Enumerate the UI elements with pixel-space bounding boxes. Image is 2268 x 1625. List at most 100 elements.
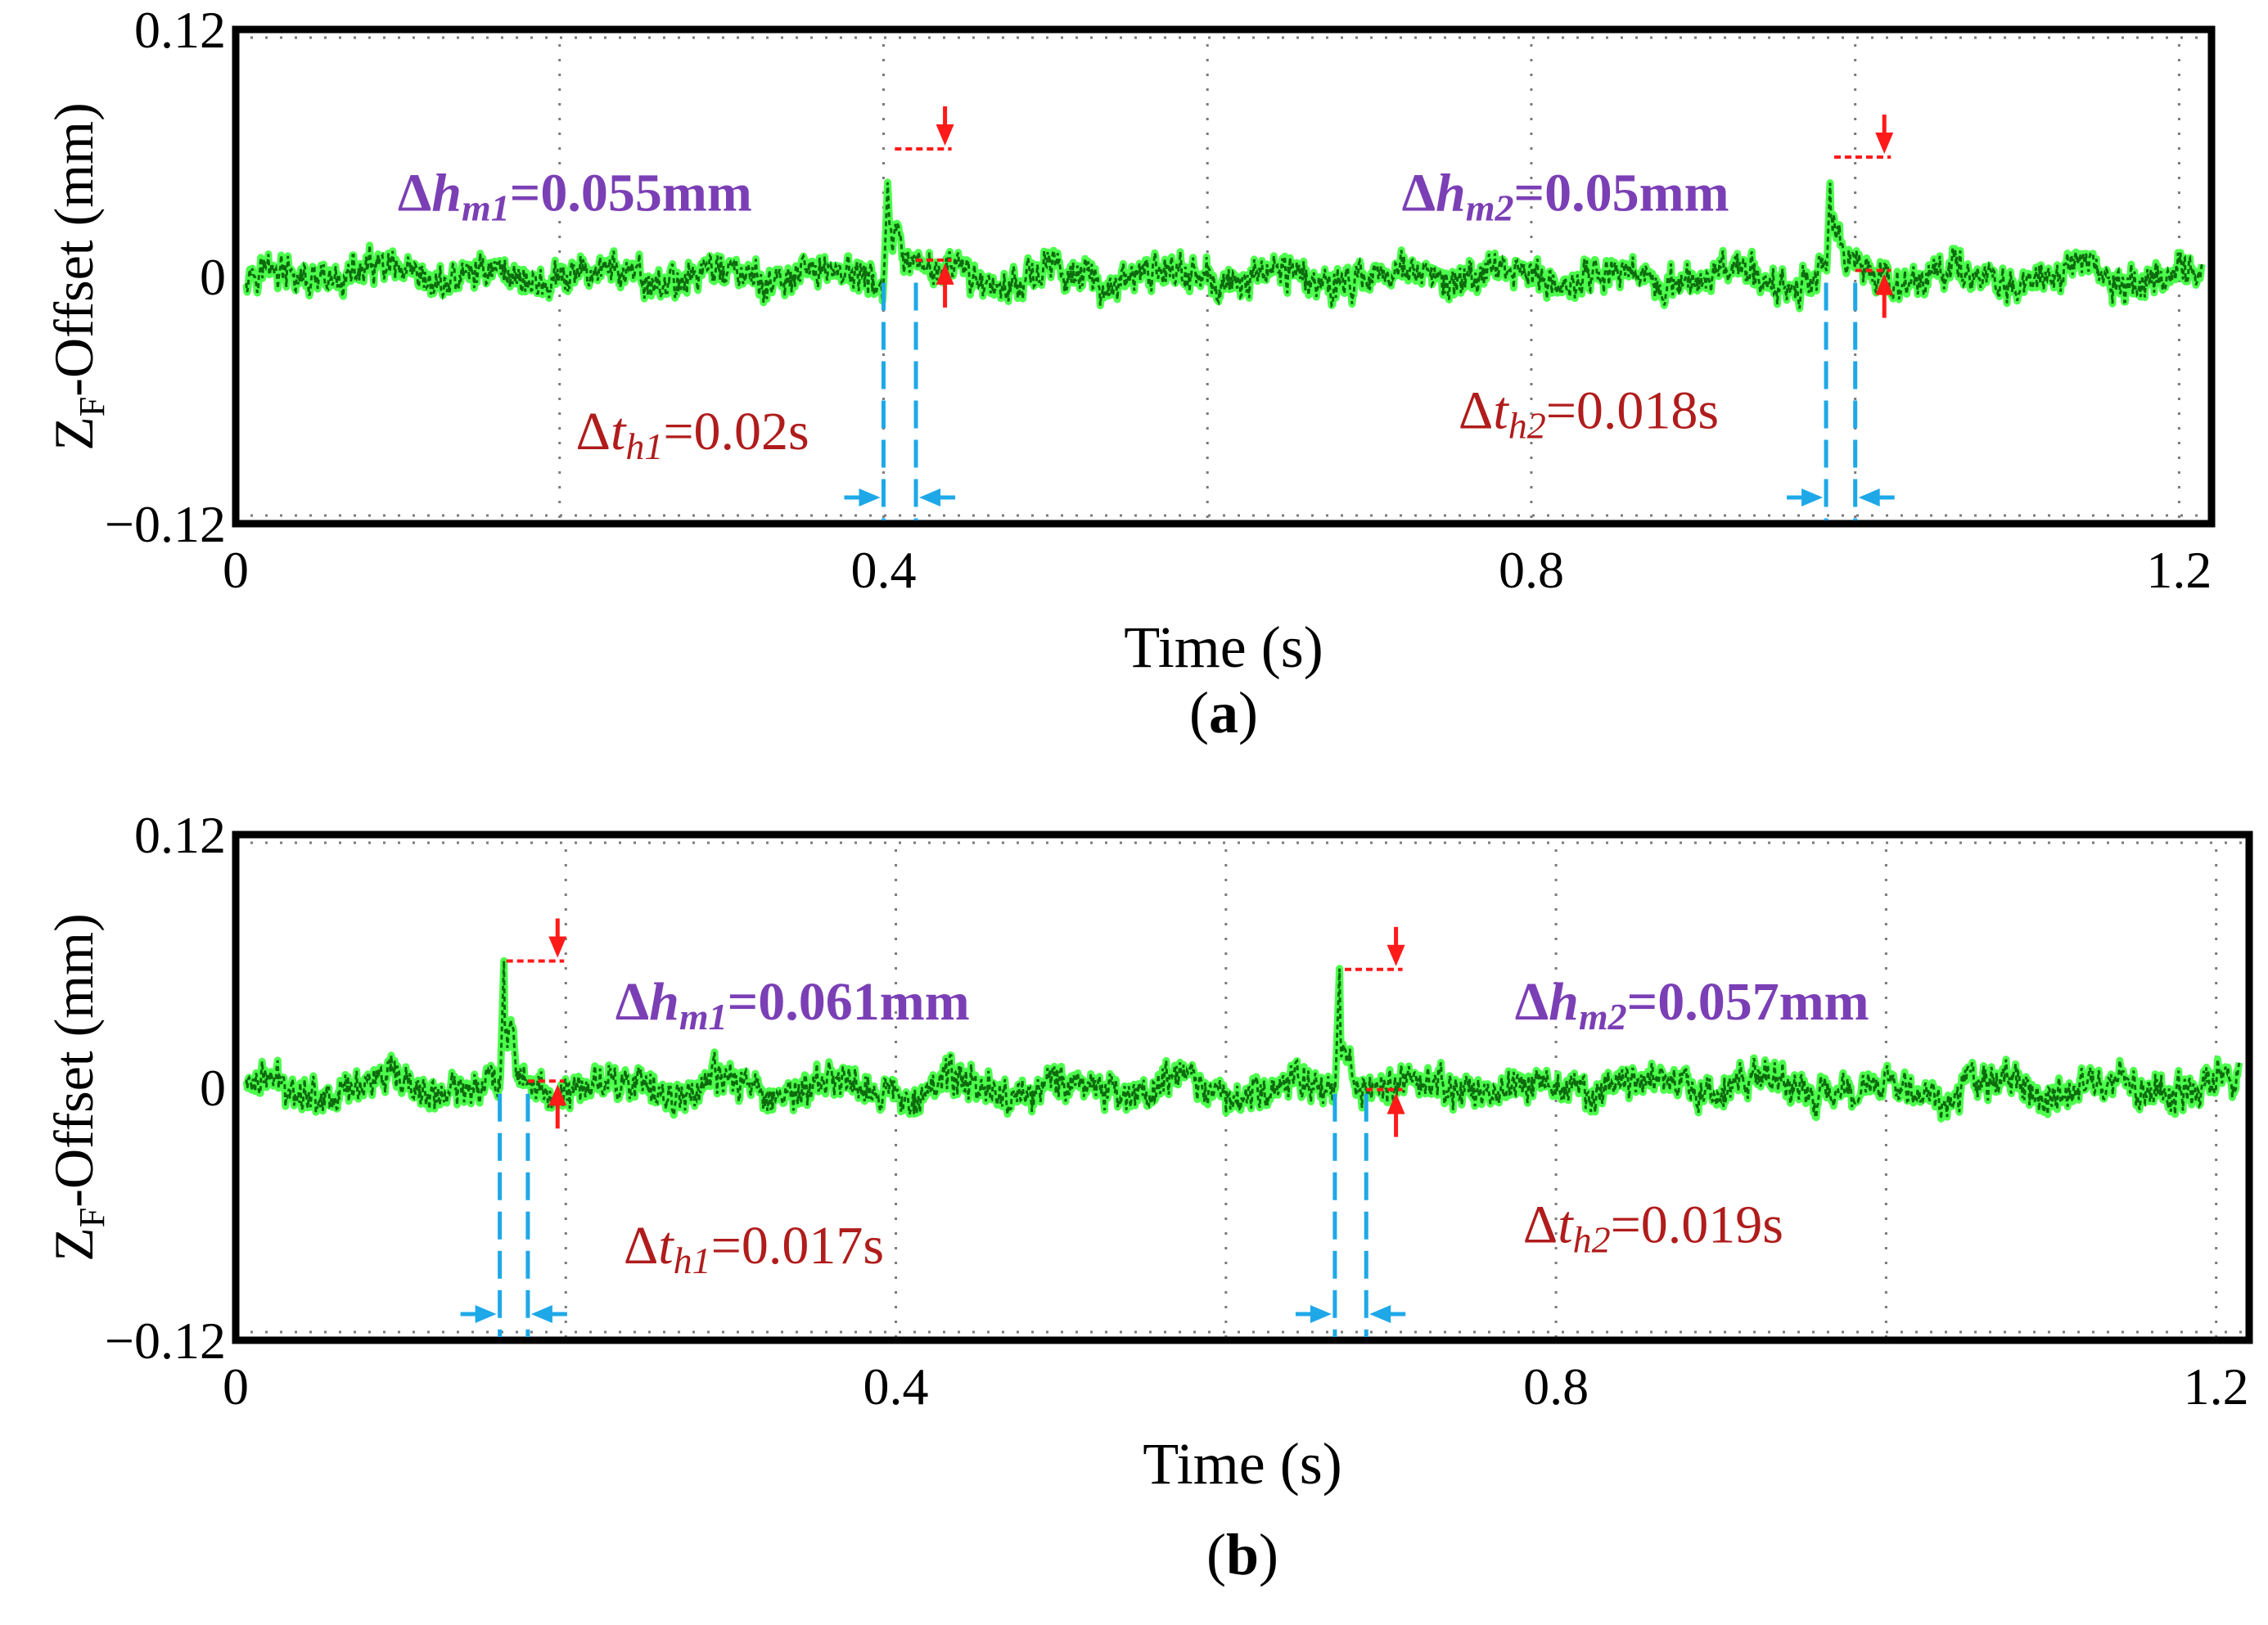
y-tick-label: 0.12 bbox=[134, 806, 226, 864]
label-delta: Δ bbox=[398, 163, 431, 223]
width-annotation-label: Δth2=0.019s bbox=[1523, 1195, 1783, 1260]
arrow-up-icon bbox=[548, 1084, 567, 1106]
label-variable: h bbox=[431, 163, 462, 223]
label-delta: Δ bbox=[615, 972, 649, 1032]
arrow-right-icon bbox=[859, 488, 881, 506]
label-delta: Δ bbox=[576, 402, 611, 461]
label-variable: h bbox=[649, 972, 679, 1032]
panel-label-open: ( bbox=[1189, 680, 1209, 745]
annotation-h-m1: Δhm1=0.061mm bbox=[506, 918, 970, 1129]
y-axis-label-subscript: F bbox=[72, 397, 112, 416]
annotation-t-h1: Δth1=0.02s bbox=[576, 282, 956, 520]
annotation-h-m2: Δhm2=0.05mm bbox=[1402, 115, 1894, 318]
y-axis-label: ZF-Offset (mm) bbox=[43, 913, 112, 1261]
arrow-down-icon bbox=[548, 936, 567, 958]
label-subscript: h2 bbox=[1508, 405, 1546, 447]
height-annotation-label: Δhm1=0.061mm bbox=[615, 972, 970, 1038]
width-annotation-label: Δth1=0.017s bbox=[624, 1216, 884, 1281]
panel-label-close: ) bbox=[1238, 680, 1258, 745]
y-axis-label-rest: -Offset (mm) bbox=[43, 913, 105, 1207]
height-annotation-label: Δhm1=0.055mm bbox=[398, 163, 752, 228]
arrow-left-icon bbox=[919, 488, 941, 506]
annotation-h-m2: Δhm2=0.057mm bbox=[1345, 926, 1869, 1137]
x-tick-label: 0.8 bbox=[1523, 1357, 1589, 1416]
width-annotation-label: Δth1=0.02s bbox=[576, 402, 809, 467]
x-axis-label: Time (s) bbox=[1143, 1431, 1341, 1497]
label-delta: Δ bbox=[624, 1216, 658, 1276]
plot-frame bbox=[232, 831, 2253, 1344]
label-subscript: m1 bbox=[462, 187, 510, 228]
y-axis-label-rest: -Offset (mm) bbox=[43, 102, 105, 396]
panel-label-open: ( bbox=[1206, 1522, 1226, 1587]
arrow-up-icon bbox=[1875, 273, 1894, 295]
arrow-up-icon bbox=[936, 263, 954, 285]
arrow-right-icon bbox=[475, 1305, 497, 1323]
annotation-t-h2: Δth2=0.019s bbox=[1295, 1093, 1783, 1337]
label-value: =0.02s bbox=[663, 402, 809, 461]
label-variable: h bbox=[1549, 972, 1579, 1032]
height-annotation-label: Δhm2=0.057mm bbox=[1515, 972, 1869, 1038]
y-tick-label: 0 bbox=[200, 248, 226, 306]
series-line bbox=[244, 182, 2203, 309]
x-tick-label: 0 bbox=[223, 1357, 249, 1416]
x-tick-label: 1.2 bbox=[2184, 1357, 2249, 1416]
x-tick-label: 0.4 bbox=[863, 1357, 929, 1416]
label-subscript: h1 bbox=[674, 1240, 711, 1281]
arrow-down-icon bbox=[1875, 133, 1894, 155]
y-tick-label: 0.12 bbox=[134, 1, 226, 59]
label-value: =0.057mm bbox=[1627, 972, 1869, 1032]
panel-label: (a) bbox=[1189, 680, 1258, 745]
x-tick-label: 0 bbox=[223, 541, 249, 599]
label-delta: Δ bbox=[1402, 163, 1436, 223]
annotation-h-m1: Δhm1=0.055mm bbox=[398, 106, 954, 308]
annotation-t-h2: Δth2=0.018s bbox=[1459, 282, 1895, 520]
label-variable: t bbox=[658, 1216, 674, 1276]
arrow-up-icon bbox=[1387, 1092, 1405, 1114]
width-annotation-label: Δth2=0.018s bbox=[1459, 381, 1719, 447]
label-value: =0.061mm bbox=[728, 972, 970, 1032]
panel-label: (b) bbox=[1206, 1522, 1278, 1587]
panel-label-letter: b bbox=[1226, 1522, 1259, 1587]
height-annotation-label: Δhm2=0.05mm bbox=[1402, 163, 1729, 228]
label-variable: h bbox=[1436, 163, 1466, 223]
y-axis-label-subscript: F bbox=[72, 1208, 112, 1227]
y-tick-label: 0 bbox=[200, 1059, 226, 1117]
label-variable: t bbox=[611, 402, 627, 461]
label-delta: Δ bbox=[1515, 972, 1549, 1032]
plot-frame bbox=[232, 25, 2216, 528]
grid bbox=[236, 29, 2212, 524]
label-delta: Δ bbox=[1523, 1195, 1558, 1254]
arrow-left-icon bbox=[1369, 1305, 1391, 1323]
arrow-left-icon bbox=[1858, 488, 1880, 506]
y-axis-label-main: Z bbox=[43, 416, 105, 451]
label-value: =0.018s bbox=[1546, 381, 1719, 441]
y-tick-label: −0.12 bbox=[105, 1312, 226, 1370]
arrow-down-icon bbox=[1387, 944, 1405, 966]
x-tick-label: 1.2 bbox=[2146, 541, 2212, 599]
label-subscript: m2 bbox=[1466, 187, 1514, 228]
arrow-right-icon bbox=[1310, 1305, 1332, 1323]
panel-label-close: ) bbox=[1259, 1522, 1278, 1587]
label-delta: Δ bbox=[1459, 381, 1493, 441]
label-subscript: h2 bbox=[1573, 1218, 1611, 1260]
arrow-down-icon bbox=[936, 124, 954, 146]
label-subscript: h1 bbox=[625, 425, 663, 467]
x-tick-label: 0.8 bbox=[1499, 541, 1564, 599]
annotation-t-h1: Δth1=0.017s bbox=[460, 1093, 884, 1337]
arrow-right-icon bbox=[1801, 488, 1824, 506]
y-tick-label: −0.12 bbox=[105, 495, 226, 553]
arrow-left-icon bbox=[530, 1305, 552, 1323]
label-subscript: m2 bbox=[1579, 996, 1627, 1038]
y-axis-label: ZF-Offset (mm) bbox=[43, 102, 112, 450]
label-value: =0.017s bbox=[711, 1216, 884, 1276]
label-variable: t bbox=[1493, 381, 1509, 441]
panel-label-letter: a bbox=[1209, 680, 1238, 745]
y-axis-label-main: Z bbox=[43, 1227, 105, 1262]
label-value: =0.05mm bbox=[1514, 163, 1729, 223]
label-value: =0.055mm bbox=[510, 163, 752, 223]
x-tick-label: 0.4 bbox=[850, 541, 916, 599]
series-line-halo bbox=[242, 957, 2243, 1123]
